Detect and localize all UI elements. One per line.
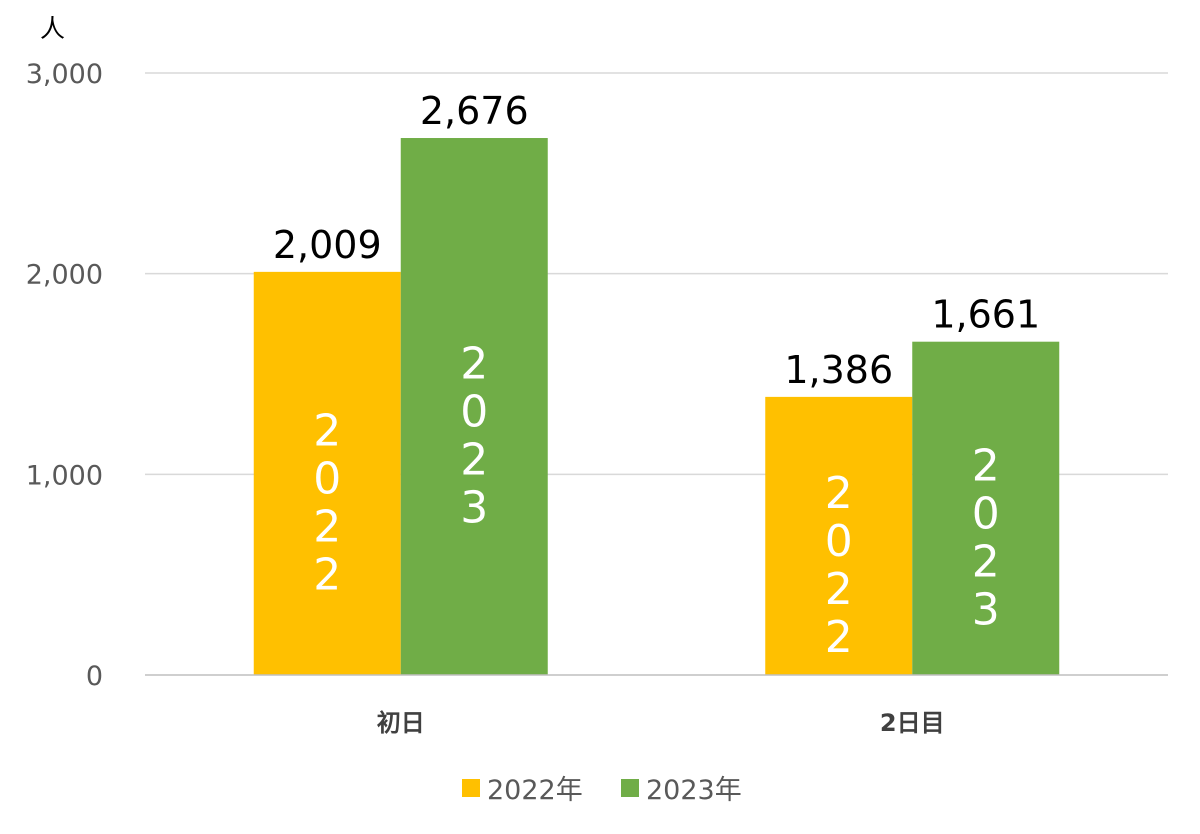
x-axis-categories: 初日 2日目 xyxy=(377,709,945,737)
y-axis-unit-label: 人 xyxy=(40,14,65,43)
y-axis-ticks: 0 1,000 2,000 3,000 xyxy=(26,59,103,692)
bar-value-label: 2,676 xyxy=(420,89,529,133)
legend-swatch xyxy=(621,779,639,797)
legend-item-2022: 2022年 xyxy=(462,775,583,806)
bar-2022-1 xyxy=(253,271,401,675)
legend-label: 2022年 xyxy=(487,775,583,806)
legend-swatch xyxy=(462,779,480,797)
legend: 2022年 2023年 xyxy=(462,775,742,806)
bar-2022-2 xyxy=(765,396,913,675)
bar-value-label: 1,661 xyxy=(931,293,1040,337)
legend-item-2023: 2023年 xyxy=(621,775,742,806)
legend-label: 2023年 xyxy=(646,775,742,806)
bar-value-label: 2,009 xyxy=(273,223,382,267)
bar-2023-1 xyxy=(400,138,548,676)
bar-value-label: 1,386 xyxy=(784,348,893,392)
y-tick-label: 0 xyxy=(86,661,103,692)
y-tick-label: 1,000 xyxy=(26,460,103,491)
bars: 2,009 2 0 2 2 2,676 2 0 2 3 1,386 2 0 2 2 1,661 2 0 2 3 xyxy=(253,89,1060,676)
x-category-label: 初日 xyxy=(377,709,425,737)
y-tick-label: 2,000 xyxy=(26,260,103,291)
y-tick-label: 3,000 xyxy=(26,59,103,90)
x-category-label: 2日目 xyxy=(880,709,945,737)
bar-2023-2 xyxy=(912,341,1060,675)
